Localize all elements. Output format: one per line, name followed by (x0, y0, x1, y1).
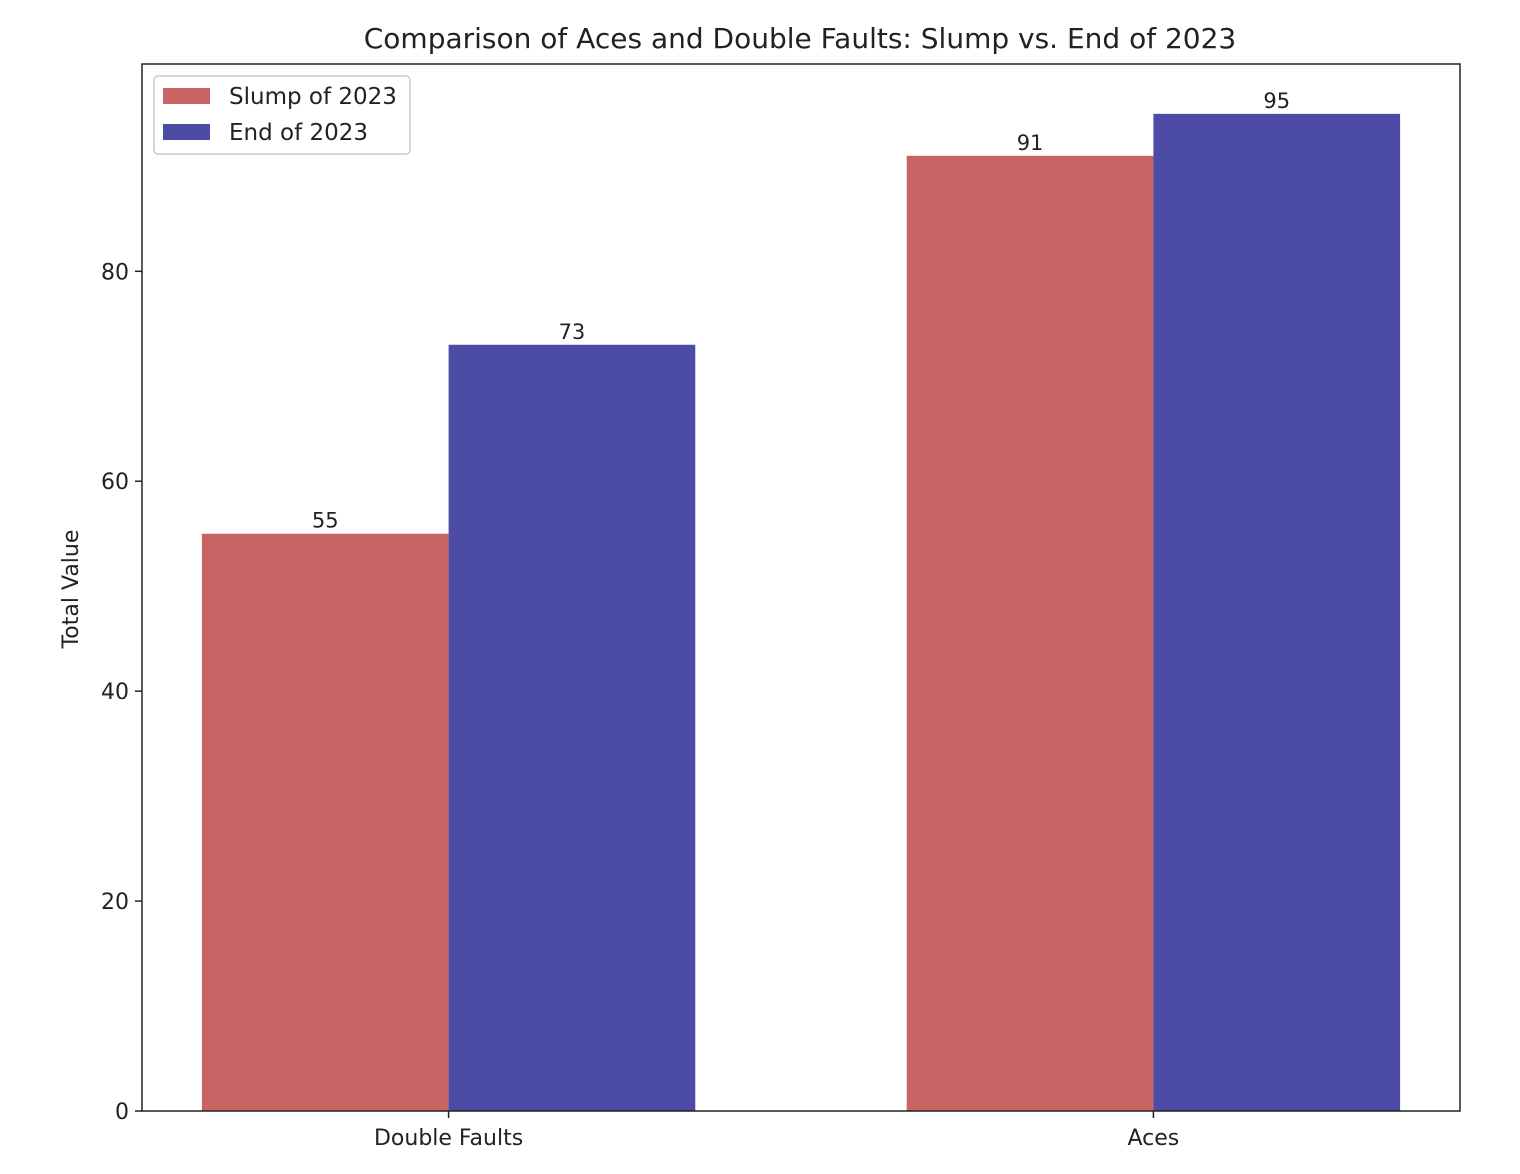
x-axis: Double Faults Aces (374, 1111, 1179, 1151)
legend-swatch (163, 124, 210, 140)
y-tick-label: 20 (101, 890, 129, 915)
data-label: 91 (1017, 131, 1044, 155)
legend: Slump of 2023 End of 2023 (153, 75, 411, 155)
x-tick-label: Double Faults (374, 1126, 523, 1151)
legend-label: End of 2023 (229, 120, 368, 146)
legend-label: Slump of 2023 (229, 84, 397, 110)
x-tick-label: Aces (1128, 1126, 1180, 1151)
y-tick-label: 0 (115, 1100, 129, 1125)
bar-double-faults-series-1 (448, 344, 696, 1112)
bar-aces-series-1 (1153, 113, 1401, 1112)
bars-group (201, 113, 1401, 1112)
y-axis: 0 20 40 60 80 (101, 260, 142, 1125)
y-tick-label: 40 (101, 680, 129, 705)
data-labels-group: 55 91 73 95 (312, 89, 1290, 533)
bar-aces-series-0 (906, 155, 1154, 1111)
chart-title: Comparison of Aces and Double Faults: Sl… (364, 22, 1236, 55)
legend-box (153, 75, 411, 155)
legend-swatch (163, 88, 210, 104)
data-label: 73 (559, 320, 586, 344)
y-tick-label: 80 (101, 260, 129, 285)
y-tick-label: 60 (101, 470, 129, 495)
data-label: 95 (1263, 89, 1290, 113)
y-axis-label: Total Value (59, 530, 84, 650)
data-label: 55 (312, 509, 339, 533)
plot-frame (141, 63, 1461, 1112)
bar-double-faults-series-0 (201, 533, 449, 1111)
